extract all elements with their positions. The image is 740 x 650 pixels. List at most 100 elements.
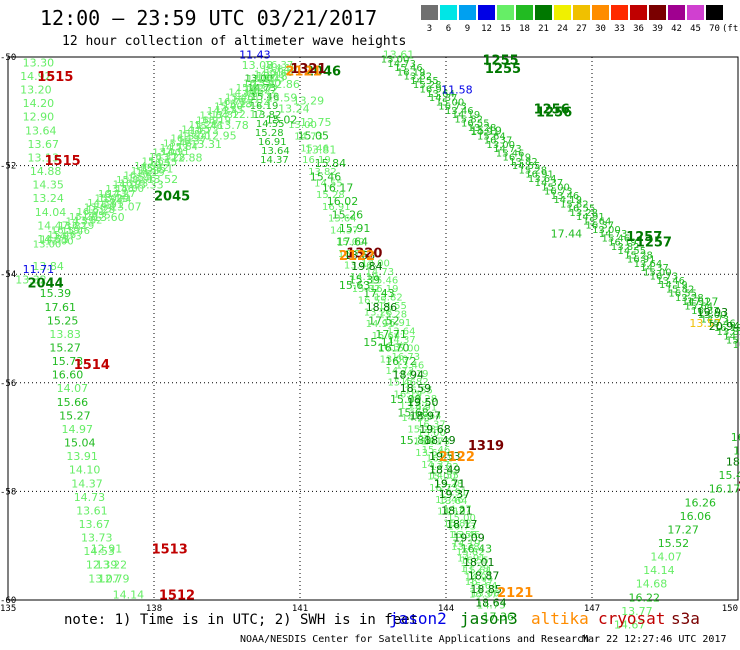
track-sample-glyph: 16.73	[391, 352, 420, 363]
track-sample-glyph: 13.82	[403, 72, 432, 83]
track-sample-glyph: 16.37	[469, 590, 498, 601]
track-sample-glyph: 13.46	[105, 184, 134, 195]
pass-time-label: 1256	[534, 103, 570, 118]
wave-height-value: 15.63	[339, 279, 371, 292]
pass-time-label: 1255	[485, 62, 521, 77]
track-sample-glyph: 14.73	[421, 437, 450, 448]
wave-height-value: 14.07	[57, 382, 89, 395]
track-sample-glyph: 15.82	[443, 518, 472, 529]
wave-height-value: 15.84	[315, 157, 347, 170]
track-sample-glyph: 15.46	[48, 230, 77, 241]
track-sample-glyph: 16.55	[123, 170, 152, 181]
pass-time-label: 2121	[497, 586, 533, 601]
track-sample-glyph: 13.64	[634, 259, 663, 270]
wave-height-value: 15.26	[332, 208, 364, 221]
track-sample-glyph: 13.28	[247, 74, 276, 85]
track-sample-glyph: 13.28	[364, 307, 393, 318]
track-sample-glyph: 13.82	[509, 157, 538, 168]
track-sample-glyph: 15.46	[601, 233, 630, 244]
track-sample-glyph: 14.55	[66, 216, 95, 227]
track-sample-glyph: 14.37	[535, 178, 564, 189]
wave-height-value: 12.79	[98, 572, 129, 585]
track-sample-glyph: 15.64	[142, 157, 171, 168]
track-sample-glyph: 13.82	[611, 242, 640, 253]
wave-height-value: 12.17	[232, 108, 264, 121]
legend-value-label: 30	[595, 24, 606, 34]
track-sample-glyph: 13.00	[698, 310, 727, 321]
wave-height-value: 14.47	[37, 219, 68, 232]
legend-value-label: 15	[500, 24, 511, 34]
track-sample-glyph: 14.37	[421, 460, 450, 471]
track-sample-glyph: 14.37	[207, 106, 236, 117]
track-sample-glyph: 13.00	[33, 239, 62, 250]
track-sample-glyph: 15.46	[61, 226, 90, 237]
track-sample-glyph: 14.55	[215, 105, 244, 116]
track-sample-glyph: 14.73	[493, 144, 522, 155]
legend-swatch	[459, 5, 476, 20]
wave-height-value: 19.71	[434, 477, 466, 490]
track-sample-glyph: 14.19	[350, 272, 379, 283]
pass-time-label: 2045	[154, 189, 190, 204]
legend-swatch	[649, 5, 666, 20]
plot-frame	[7, 56, 739, 601]
track-sample-glyph: 15.28	[624, 250, 653, 261]
track-sample-glyph: 13.46	[551, 191, 580, 202]
track-sample-glyph: 14.91	[161, 147, 190, 158]
wave-height-value: 14.53	[83, 545, 115, 558]
track-sample-glyph: 13.28	[408, 394, 437, 405]
wave-height-value: 15.46	[310, 170, 342, 183]
track-sample-glyph: 13.28	[460, 564, 489, 575]
y-tick-label: -52	[0, 162, 16, 172]
track-sample-glyph: 14.91	[470, 127, 499, 138]
track-sample-glyph: 15.82	[456, 547, 485, 558]
wave-height-value: 14.10	[69, 464, 101, 477]
y-tick-label: -60	[0, 596, 16, 606]
pass-time-label: 1514	[74, 358, 110, 373]
track-sample-glyph: 13.82	[211, 110, 240, 121]
pass-time-label: 1255	[483, 54, 519, 69]
wave-height-value: 15.73	[52, 355, 84, 368]
track-sample-glyph: 14.37	[87, 198, 116, 209]
track-sample-glyph: 15.00	[214, 101, 243, 112]
wave-height-value: 13.67	[27, 138, 59, 151]
pass-time-label: 1515	[37, 70, 73, 85]
pass-time-label: 1320	[346, 246, 382, 261]
wave-height-value: 16.17	[709, 483, 740, 496]
pass-time-label: 2122	[439, 450, 475, 465]
track-sample-glyph: 15.82	[116, 175, 145, 186]
wave-height-value: 13.22	[246, 84, 278, 97]
track-sample-glyph: 14.19	[113, 180, 142, 191]
track-sample-glyph: 15.28	[316, 190, 345, 201]
track-sample-glyph: 14.19	[228, 88, 257, 99]
wave-height-value: 13.61	[76, 504, 108, 517]
track-sample-glyph: 15.28	[413, 80, 442, 91]
track-sample-glyph: 15.28	[434, 479, 463, 490]
track-sample-glyph: 15.00	[436, 97, 465, 108]
track-sample-glyph: 16.73	[98, 189, 127, 200]
track-sample-glyph: 15.28	[86, 205, 115, 216]
track-sample-glyph: 16.37	[378, 343, 407, 354]
track-sample-glyph: 13.46	[344, 261, 373, 272]
wave-height-value: 13.31	[191, 138, 223, 151]
x-tick-label: 135	[0, 604, 16, 614]
pass-time-label: 2044	[27, 276, 63, 291]
wave-height-value: 13.22	[96, 559, 128, 572]
pass-time-label: 1321	[290, 62, 326, 77]
track-sample-glyph: 14.55	[618, 246, 647, 257]
track-sample-glyph: 13.28	[157, 152, 186, 163]
wave-height-value: 16.22	[629, 591, 661, 604]
wave-height-value: 14.97	[62, 423, 94, 436]
track-sample-glyph: 16.91	[413, 436, 442, 447]
track-sample-glyph: 16.19	[66, 221, 95, 232]
track-sample-glyph: 14.37	[443, 505, 472, 516]
track-sample-glyph: 14.37	[429, 93, 458, 104]
wave-height-value: 12.95	[205, 130, 237, 143]
track-sample-glyph: 16.37	[465, 577, 494, 588]
pass-time-label: 2	[738, 480, 740, 495]
wave-height-value: 15.40	[719, 469, 740, 482]
track-sample-glyph: 16.55	[567, 204, 596, 215]
track-sample-glyph: 15.00	[427, 472, 456, 483]
pass-time-label: 1257	[626, 230, 662, 245]
track-sample-glyph: 16.91	[196, 115, 225, 126]
